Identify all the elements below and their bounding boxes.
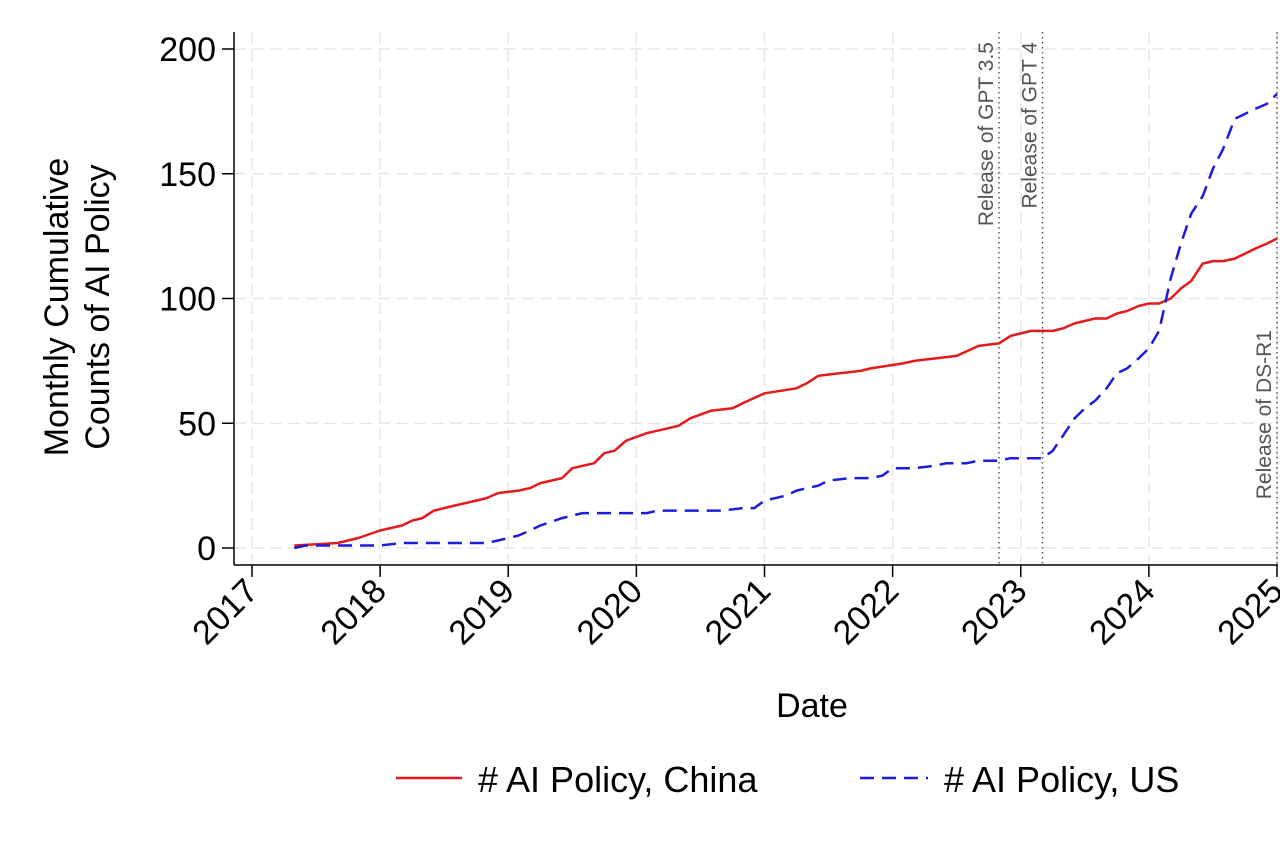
legend: # AI Policy, China # AI Policy, US	[396, 759, 1179, 800]
x-axis-title: Date	[776, 687, 848, 725]
x-tick-label-2023: 2023	[954, 572, 1034, 652]
vline-label-release-of-gpt-4: Release of GPT 4	[1019, 42, 1042, 209]
x-tick-label-2018: 2018	[313, 572, 393, 652]
x-tick-label-2017: 2017	[185, 572, 265, 652]
y-axis-title-line-1: Monthly Cumulative	[38, 158, 76, 457]
series-line-china	[294, 237, 1278, 547]
grid	[234, 32, 1278, 565]
vline-label-release-of-ds-r1: Release of DS-R1	[1253, 330, 1276, 499]
y-axis-title: Monthly Cumulative Counts of AI Policy	[38, 158, 117, 457]
y-tick-label-0: 0	[197, 530, 216, 568]
x-tick-label-2019: 2019	[442, 572, 522, 652]
vline-label-release-of-gpt-3-5: Release of GPT 3.5	[975, 42, 998, 226]
series-lines	[294, 93, 1278, 550]
y-tick-label-100: 100	[159, 281, 216, 319]
x-tick-label-2024: 2024	[1082, 572, 1162, 652]
x-tick-label-2025: 2025	[1210, 572, 1280, 652]
legend-label-china: # AI Policy, China	[478, 759, 758, 800]
y-axis-title-line-2: Counts of AI Policy	[79, 164, 117, 449]
series-line-us	[294, 93, 1278, 550]
tick-labels: 0 50 100 150 200 2017 2018 2019 2020 2021 2022 2023…	[159, 31, 1280, 652]
release-annotations: Release of GPT 3.5 Release of GPT 4 Releas…	[975, 32, 1278, 565]
y-tick-label-50: 50	[178, 405, 216, 443]
y-tick-label-200: 200	[159, 31, 216, 69]
x-tick-label-2022: 2022	[826, 572, 906, 652]
y-tick-label-150: 150	[159, 156, 216, 194]
x-tick-label-2021: 2021	[698, 572, 778, 652]
legend-label-us: # AI Policy, US	[944, 759, 1179, 800]
x-tick-label-2020: 2020	[570, 572, 650, 652]
